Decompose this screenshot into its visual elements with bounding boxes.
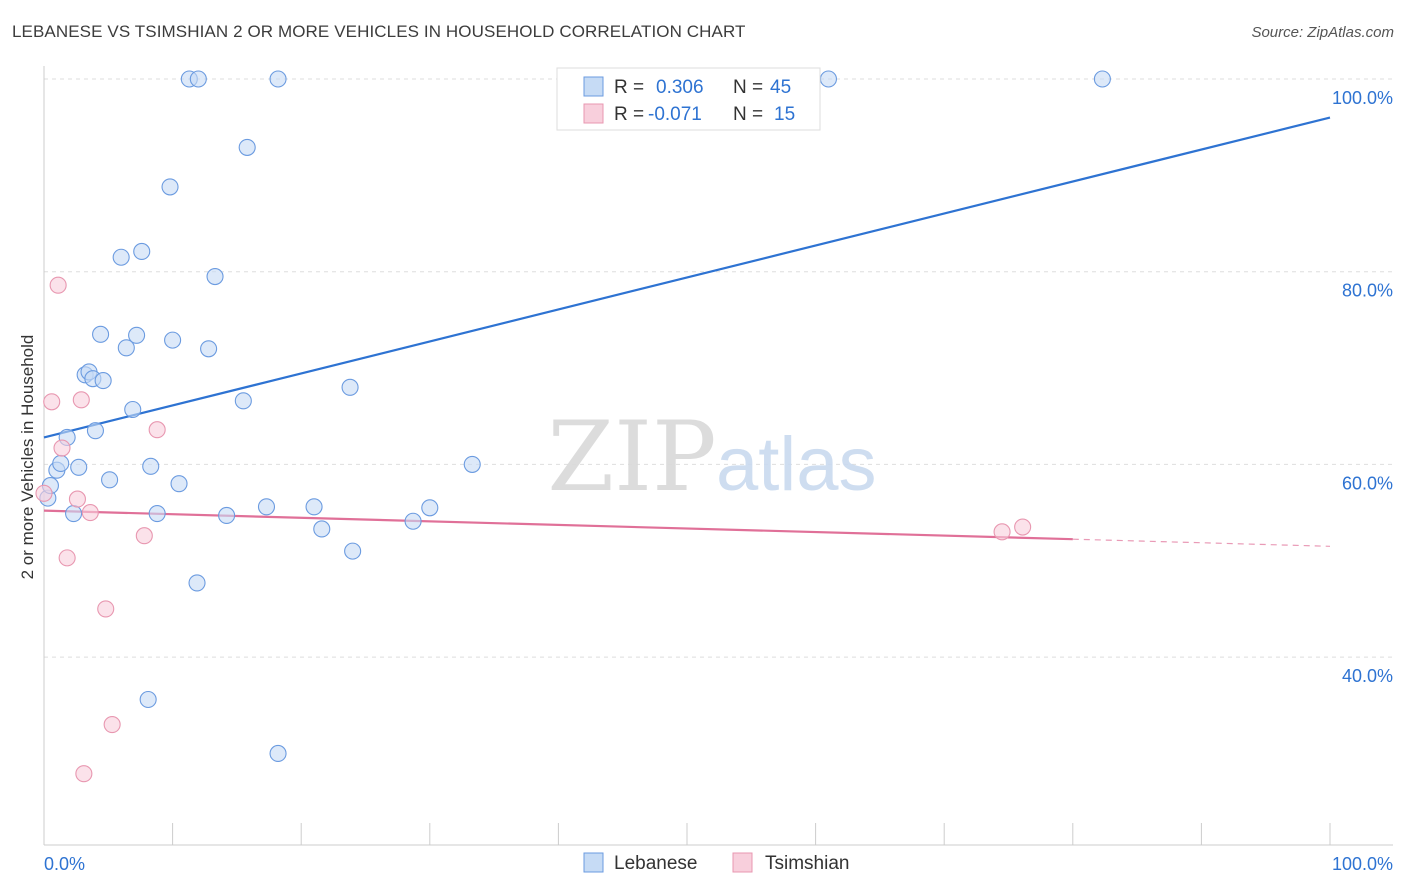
tsimshian-point <box>49 276 67 294</box>
tsimshian-point <box>43 393 61 411</box>
stats-legend: R = 0.306 N = 45 R = -0.071 N = 15 <box>556 67 821 131</box>
lebanese-point <box>819 70 838 88</box>
lebanese-point <box>404 512 422 530</box>
lebanese-point <box>170 475 188 493</box>
grid-lines <box>44 78 1393 658</box>
tsimshian-point <box>72 391 90 409</box>
n-label-tsimshian: N = <box>733 104 763 125</box>
tsimshian-point <box>993 523 1011 541</box>
tsimshian-point <box>81 504 99 522</box>
lebanese-point <box>200 340 218 358</box>
tsimshian-point <box>75 765 93 783</box>
lebanese-point <box>188 574 206 592</box>
lebanese-point <box>139 690 157 709</box>
y-tick-label: 80.0% <box>1342 281 1393 301</box>
lebanese-point <box>92 325 110 343</box>
lebanese-point <box>344 542 362 560</box>
lebanese-point <box>124 400 142 419</box>
lebanese-point <box>234 392 252 410</box>
lebanese-point <box>269 744 287 763</box>
lebanese-point <box>86 422 104 440</box>
lebanese-point <box>112 248 130 266</box>
tsimshian-point <box>97 600 115 618</box>
trend-lines <box>43 116 1331 547</box>
tsimshian-point <box>58 549 76 567</box>
tsimshian-point <box>1014 518 1032 536</box>
lebanese-point <box>52 454 70 472</box>
lebanese-point <box>305 498 323 516</box>
y-tick-labels: 40.0% 60.0% 80.0% 100.0% <box>1332 88 1393 686</box>
lebanese-point <box>1093 70 1111 88</box>
lebanese-point <box>238 138 256 156</box>
lebanese-point <box>218 506 236 525</box>
lebanese-point <box>421 499 439 517</box>
tsimshian-point <box>148 421 166 439</box>
lebanese-swatch <box>583 76 604 97</box>
y-tick-label: 40.0% <box>1342 666 1393 686</box>
lebanese-point <box>189 70 207 88</box>
watermark: ZIP atlas <box>547 401 876 513</box>
r-value-tsimshian: -0.071 <box>648 104 702 125</box>
lebanese-point <box>142 457 160 475</box>
legend-tsimshian-swatch <box>732 852 753 873</box>
legend-lebanese-swatch <box>583 852 604 873</box>
n-value-lebanese: 45 <box>770 77 791 98</box>
data-points <box>35 70 1111 783</box>
x-tick-label-max: 100.0% <box>1332 854 1393 874</box>
lebanese-point <box>257 498 276 516</box>
lebanese-point <box>313 520 331 538</box>
r-label-lebanese: R = <box>614 77 644 98</box>
lebanese-point <box>65 504 83 523</box>
lebanese-point <box>94 372 112 390</box>
watermark-atlas: atlas <box>716 422 877 507</box>
tsimshian-point <box>103 716 121 734</box>
lebanese-trend-line <box>43 116 1331 439</box>
source-label: Source: ZipAtlas.com <box>1251 24 1394 41</box>
lebanese-point <box>164 331 182 349</box>
n-value-tsimshian: 15 <box>774 104 795 125</box>
lebanese-point <box>463 455 481 473</box>
tsimshian-point <box>68 490 86 508</box>
tsimshian-point <box>35 484 53 502</box>
tsimshian-trend-line <box>43 509 1073 541</box>
lebanese-point <box>341 378 359 396</box>
lebanese-point <box>117 339 135 357</box>
lebanese-point <box>70 458 88 476</box>
legend-lebanese-label: Lebanese <box>614 853 697 874</box>
y-tick-label: 60.0% <box>1342 473 1393 493</box>
legend-tsimshian-label: Tsimshian <box>765 853 849 874</box>
lebanese-point <box>206 267 224 286</box>
series-legend: Lebanese Tsimshian <box>583 852 849 874</box>
n-label-lebanese: N = <box>733 77 763 98</box>
chart-title: LEBANESE VS TSIMSHIAN 2 OR MORE VEHICLES… <box>12 22 746 41</box>
tsimshian-trend-line-extension <box>1072 538 1331 547</box>
lebanese-point <box>161 178 179 196</box>
x-tick-label-min: 0.0% <box>44 854 85 874</box>
r-value-lebanese: 0.306 <box>656 77 704 98</box>
x-tick-labels: 0.0% 100.0% <box>44 854 1393 874</box>
r-label-tsimshian: R = <box>614 104 644 125</box>
axes <box>43 66 1393 846</box>
tsimshian-point <box>135 527 153 545</box>
y-tick-label: 100.0% <box>1332 88 1393 108</box>
lebanese-point <box>101 471 119 489</box>
lebanese-point <box>269 70 287 88</box>
y-axis-label: 2 or more Vehicles in Household <box>18 335 37 580</box>
lebanese-point <box>148 504 166 523</box>
tsimshian-swatch <box>583 103 604 124</box>
tsimshian-point <box>53 439 71 457</box>
lebanese-point <box>128 326 146 344</box>
lebanese-point <box>133 242 151 261</box>
watermark-zip: ZIP <box>547 401 716 513</box>
